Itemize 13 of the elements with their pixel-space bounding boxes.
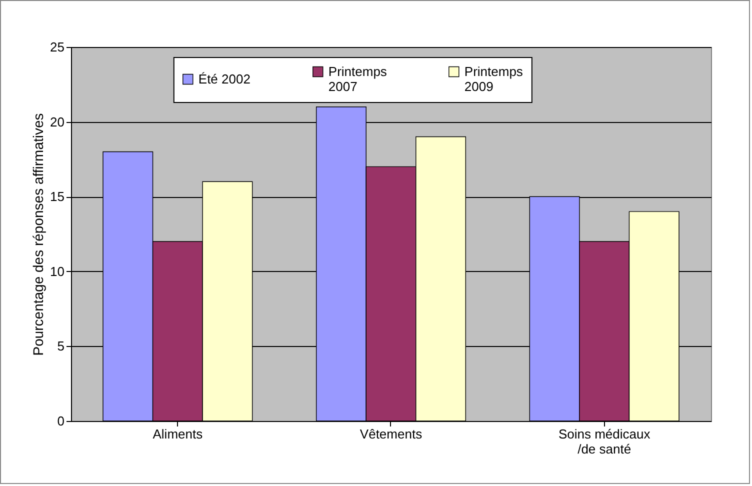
y-tick-label: 25 bbox=[50, 40, 64, 54]
y-tick-label: 20 bbox=[50, 114, 64, 130]
x-tick-label: Aliments bbox=[152, 426, 204, 442]
y-tick-label: 0 bbox=[57, 414, 64, 428]
x-tick-label: Vêtements bbox=[360, 426, 423, 442]
y-tick-label: 10 bbox=[50, 264, 64, 279]
legend-label: Printemps 2007 bbox=[328, 64, 388, 94]
y-axis-title: Pourcentage des réponses affirmatives bbox=[30, 113, 46, 356]
y-tick-label: 15 bbox=[50, 189, 64, 204]
y-tick-label: 5 bbox=[57, 338, 64, 354]
x-tick-label: Soins médicaux /de santé bbox=[558, 426, 651, 456]
legend-label: Été 2002 bbox=[198, 71, 250, 86]
legend-label: Printemps 2009 bbox=[464, 64, 524, 94]
